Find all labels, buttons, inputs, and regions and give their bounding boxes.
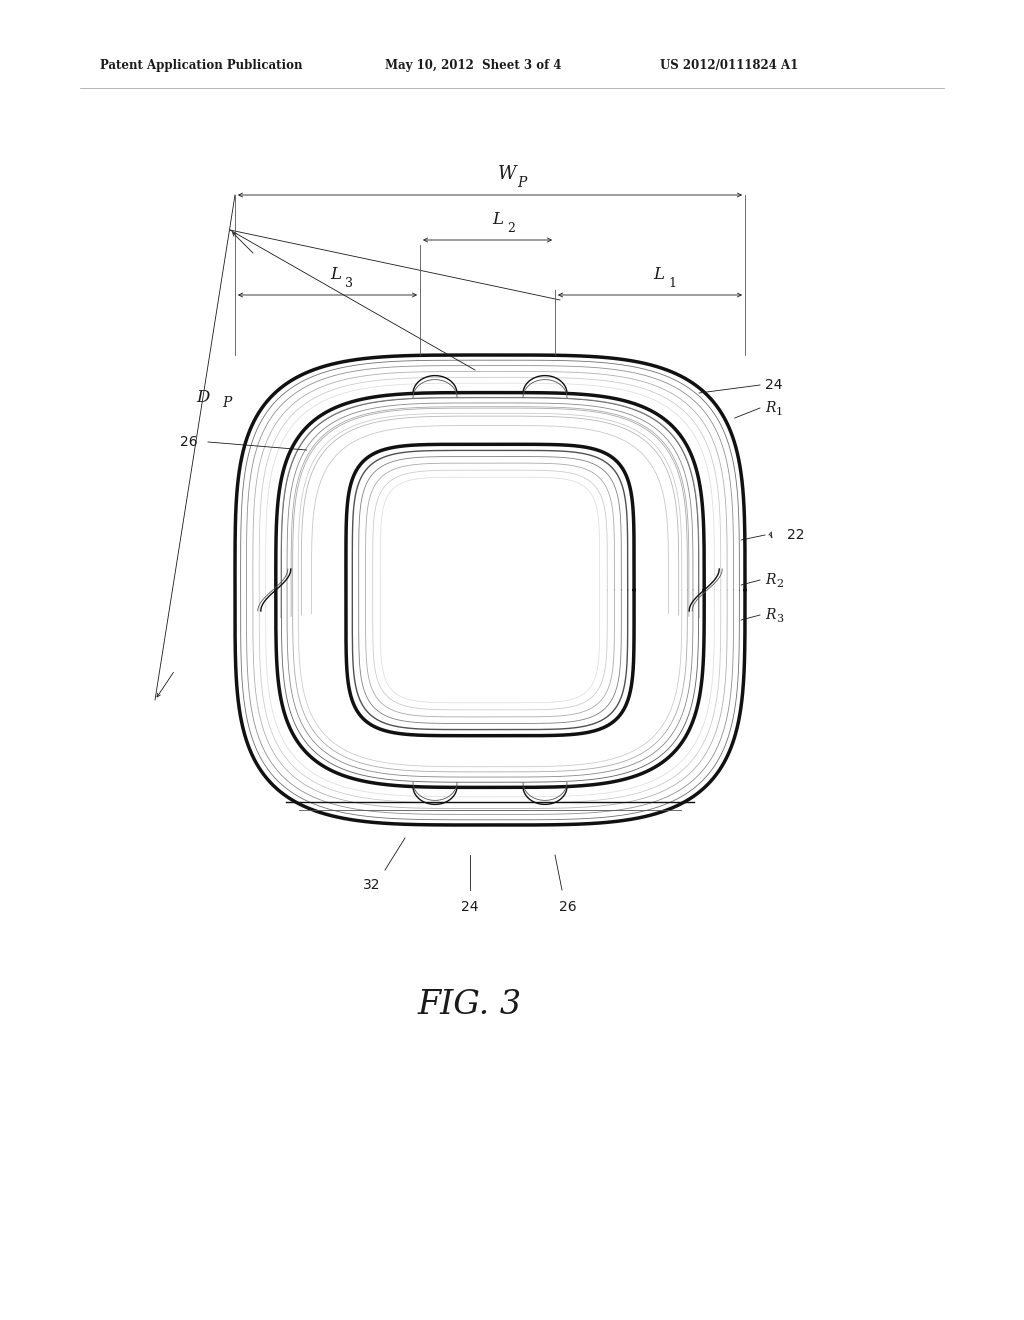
Text: 32: 32 xyxy=(364,878,381,892)
Text: R: R xyxy=(765,401,775,414)
Text: L: L xyxy=(493,211,504,228)
Text: R: R xyxy=(765,609,775,622)
Text: 2: 2 xyxy=(508,222,515,235)
Text: 2: 2 xyxy=(776,579,783,589)
Text: L: L xyxy=(653,267,664,282)
Text: P: P xyxy=(517,176,526,190)
Text: 26: 26 xyxy=(180,436,198,449)
Text: 26: 26 xyxy=(559,900,577,913)
Text: Patent Application Publication: Patent Application Publication xyxy=(100,59,302,73)
Text: P: P xyxy=(222,396,231,411)
Text: US 2012/0111824 A1: US 2012/0111824 A1 xyxy=(660,59,799,73)
Text: 22: 22 xyxy=(787,528,805,543)
Text: 3: 3 xyxy=(345,277,353,290)
Text: D: D xyxy=(197,389,210,407)
Text: L: L xyxy=(331,267,341,282)
Text: FIG. 3: FIG. 3 xyxy=(418,989,522,1020)
Text: 24: 24 xyxy=(461,900,479,913)
Text: 3: 3 xyxy=(776,614,783,624)
Text: R: R xyxy=(765,573,775,587)
Text: 1: 1 xyxy=(776,407,783,417)
Text: May 10, 2012  Sheet 3 of 4: May 10, 2012 Sheet 3 of 4 xyxy=(385,59,561,73)
Text: W: W xyxy=(498,165,516,183)
Text: 24: 24 xyxy=(765,378,782,392)
Text: 1: 1 xyxy=(668,277,676,290)
